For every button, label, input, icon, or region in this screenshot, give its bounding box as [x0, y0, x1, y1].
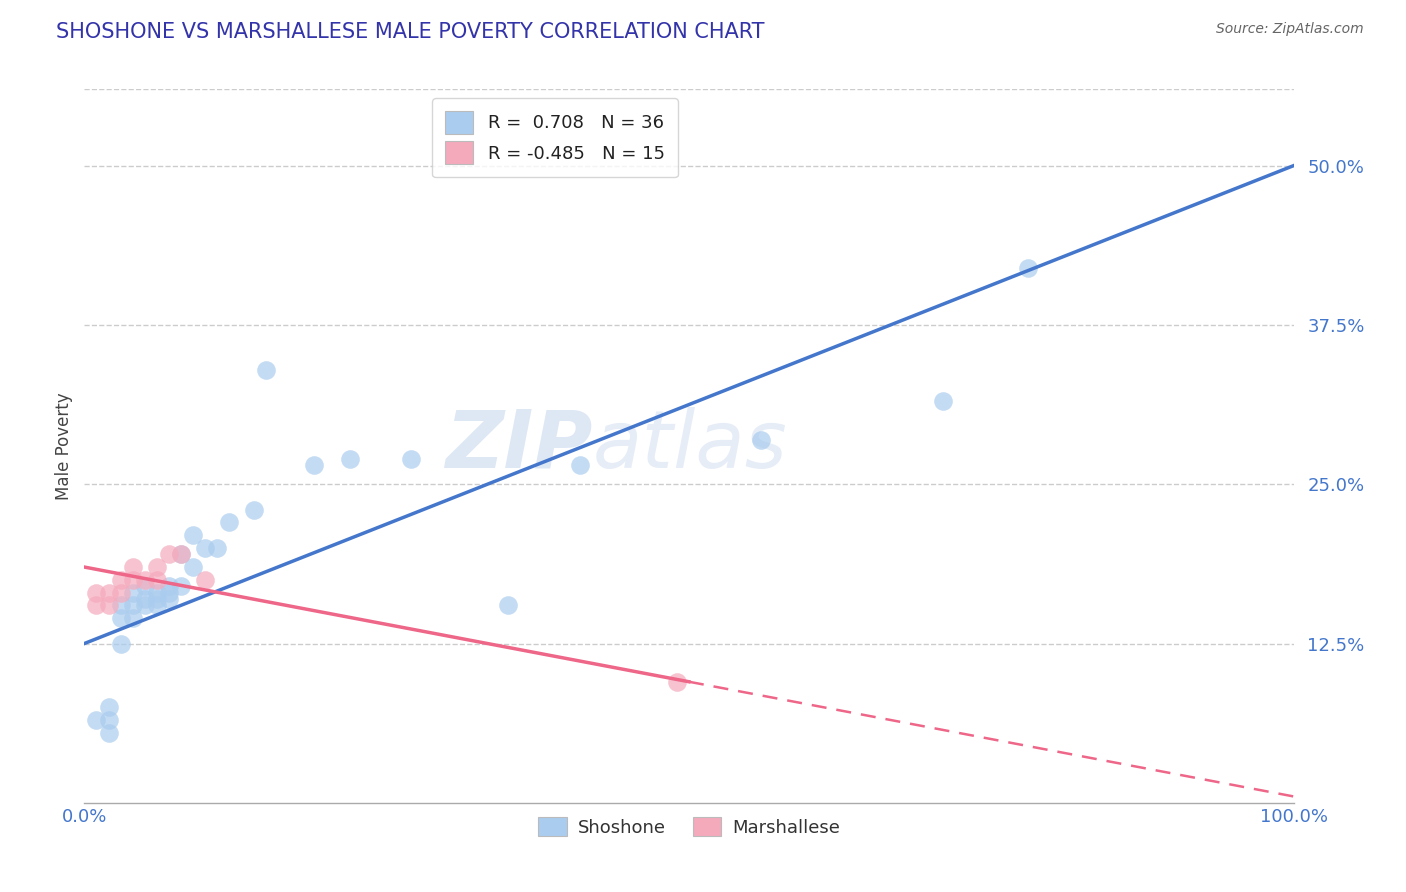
- Point: [146, 585, 169, 599]
- Point: [97, 713, 120, 727]
- Point: [170, 547, 193, 561]
- Point: [146, 573, 169, 587]
- Point: [181, 528, 204, 542]
- Point: [339, 451, 361, 466]
- Point: [157, 547, 180, 561]
- Point: [121, 585, 143, 599]
- Point: [97, 700, 120, 714]
- Point: [86, 599, 108, 613]
- Legend: Shoshone, Marshallese: Shoshone, Marshallese: [530, 810, 848, 844]
- Text: atlas: atlas: [592, 407, 787, 485]
- Point: [134, 599, 156, 613]
- Point: [134, 579, 156, 593]
- Point: [399, 451, 422, 466]
- Point: [86, 713, 108, 727]
- Point: [121, 560, 143, 574]
- Point: [157, 591, 180, 606]
- Point: [157, 585, 180, 599]
- Point: [194, 573, 217, 587]
- Point: [146, 560, 169, 574]
- Point: [1017, 260, 1039, 275]
- Point: [134, 573, 156, 587]
- Point: [181, 560, 204, 574]
- Point: [496, 599, 519, 613]
- Point: [121, 599, 143, 613]
- Text: ZIP: ZIP: [444, 407, 592, 485]
- Point: [97, 599, 120, 613]
- Text: Source: ZipAtlas.com: Source: ZipAtlas.com: [1216, 22, 1364, 37]
- Point: [121, 611, 143, 625]
- Point: [932, 394, 955, 409]
- Point: [110, 573, 132, 587]
- Point: [110, 611, 132, 625]
- Point: [170, 579, 193, 593]
- Point: [110, 585, 132, 599]
- Point: [254, 362, 277, 376]
- Point: [751, 433, 773, 447]
- Point: [146, 599, 169, 613]
- Point: [194, 541, 217, 555]
- Point: [110, 636, 132, 650]
- Point: [86, 585, 108, 599]
- Point: [134, 591, 156, 606]
- Point: [665, 674, 688, 689]
- Point: [110, 599, 132, 613]
- Point: [302, 458, 325, 472]
- Point: [157, 579, 180, 593]
- Point: [121, 573, 143, 587]
- Y-axis label: Male Poverty: Male Poverty: [55, 392, 73, 500]
- Point: [146, 591, 169, 606]
- Point: [218, 516, 240, 530]
- Point: [242, 502, 264, 516]
- Point: [97, 725, 120, 739]
- Text: SHOSHONE VS MARSHALLESE MALE POVERTY CORRELATION CHART: SHOSHONE VS MARSHALLESE MALE POVERTY COR…: [56, 22, 765, 42]
- Point: [97, 585, 120, 599]
- Point: [170, 547, 193, 561]
- Point: [207, 541, 229, 555]
- Point: [569, 458, 592, 472]
